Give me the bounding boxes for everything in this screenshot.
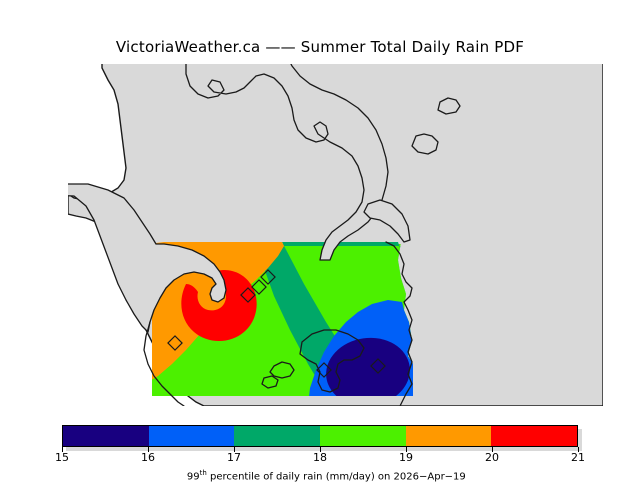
colorbar[interactable] [62, 425, 582, 451]
colorbar-tick-label: 18 [313, 451, 327, 464]
weather-map-page: VictoriaWeather.ca —— Summer Total Daily… [55, 38, 603, 482]
station-marker[interactable] [167, 335, 183, 351]
colorbar-band-orange[interactable] [405, 426, 492, 446]
colorbar-band-red[interactable] [491, 426, 578, 446]
coast-ne-island-a [411, 133, 439, 155]
colorbar-tick-label: 20 [484, 451, 499, 464]
coast-west-inlet [68, 183, 227, 333]
station-marker[interactable] [316, 362, 332, 378]
coast-ne-promontory [363, 199, 411, 243]
coast-east [385, 241, 413, 406]
page-title: VictoriaWeather.ca —— Summer Total Daily… [115, 38, 525, 56]
colorbar-band-teal[interactable] [234, 426, 321, 446]
coast-north-bay [185, 64, 389, 261]
colorbar-band-green[interactable] [320, 426, 406, 446]
coast-small-island-2 [261, 375, 279, 389]
colorbar-caption: 99th percentile of daily rain (mm/day) o… [0, 458, 640, 493]
colorbar-tick-label: 19 [399, 451, 413, 464]
colorbar-tick-mark [62, 447, 63, 452]
band-teal [264, 242, 413, 394]
colorbar-tick-label: 21 [571, 451, 585, 464]
station-marker[interactable] [260, 269, 276, 285]
station-markers[interactable] [167, 269, 386, 378]
station-marker[interactable] [370, 358, 386, 374]
colorbar-tick-mark [578, 447, 579, 452]
caption-prefix: 99 [186, 471, 200, 483]
colorbar-bands[interactable] [62, 425, 578, 447]
colorbar-tick-label: 16 [141, 451, 155, 464]
colorbar-tick-label: 17 [226, 451, 241, 464]
station-marker[interactable] [240, 287, 256, 303]
caption-suffix: percentile of daily rain (mm/day) on 202… [206, 471, 466, 483]
colorbar-tick-mark [406, 447, 407, 452]
station-marker[interactable] [251, 279, 267, 295]
colorbar-tick-label: 15 [55, 451, 69, 464]
band-red-core [181, 270, 257, 341]
contour-field [152, 242, 413, 396]
coastline-layer [68, 64, 461, 406]
colorbar-band-navy[interactable] [63, 426, 149, 446]
coast-small-island-1 [269, 361, 295, 379]
map-canvas[interactable] [68, 64, 603, 406]
coast-se-island [299, 329, 365, 393]
map-panel[interactable] [68, 64, 603, 406]
colorbar-tick-mark [491, 447, 493, 452]
colorbar-ticks: 15 16 17 18 19 20 21 [55, 447, 585, 464]
coast-south [143, 321, 185, 406]
colorbar-tick-mark [233, 447, 235, 452]
colorbar-tick-mark [320, 447, 321, 452]
colorbar-tick-mark [148, 447, 149, 452]
coast-ne-island-b [437, 97, 461, 115]
caption-ordinal: th [199, 469, 207, 477]
colorbar-band-blue[interactable] [148, 426, 235, 446]
band-navy-core [326, 337, 410, 396]
